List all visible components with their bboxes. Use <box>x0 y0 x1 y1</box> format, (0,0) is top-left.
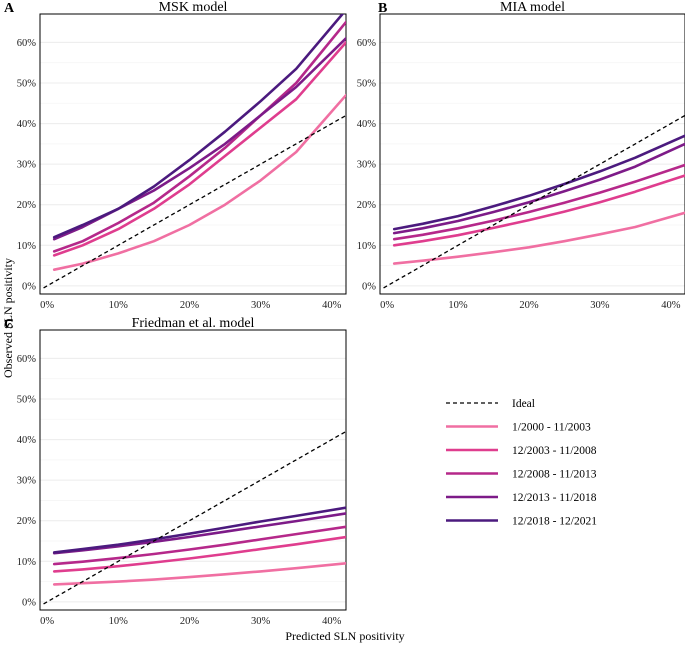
x-tick-label: 10% <box>109 300 129 311</box>
y-tick-label: 10% <box>357 241 377 252</box>
ideal-line <box>383 114 685 289</box>
y-tick-label: 40% <box>17 119 37 130</box>
series-line-4 <box>52 36 346 241</box>
panel-title: MIA model <box>500 0 565 15</box>
legend: Ideal 1/2000 - 11/2003 12/2003 - 11/2008 12… <box>446 398 597 528</box>
series-line-5 <box>52 506 346 554</box>
y-tick-label: 60% <box>357 38 377 49</box>
x-tick-label: 30% <box>251 300 271 311</box>
x-tick-label: 20% <box>519 300 539 311</box>
plot-frame <box>39 329 347 611</box>
y-tick-label: 30% <box>357 160 377 171</box>
x-tick-label: 20% <box>180 300 200 311</box>
y-tick-label: 60% <box>17 354 37 365</box>
panel-c: 0% 10% 20% 30% 40% 50% 60% 0% 10% 20% 30% 40% C Fried… <box>4 316 347 627</box>
plot-frame <box>39 13 347 295</box>
y-tick-label: 20% <box>17 516 37 527</box>
y-tick-label: 30% <box>17 160 37 171</box>
panel-a: 0% 10% 20% 30% 40% 50% 60% 0% 10% 20% 30% 40% A MSK m… <box>4 0 347 311</box>
series-line-5 <box>52 14 345 239</box>
series-line-3 <box>392 163 685 241</box>
plot-frame <box>379 13 685 295</box>
x-tick-label: 40% <box>322 616 342 627</box>
panel-title: MSK model <box>159 0 228 15</box>
series-line-2 <box>392 174 685 247</box>
legend-label: 12/2008 - 11/2013 <box>512 469 597 481</box>
series-line-1 <box>52 561 346 586</box>
y-tick-label: 20% <box>17 200 37 211</box>
y-axis-title: Observed SLN positivity <box>1 258 15 378</box>
y-tick-label: 20% <box>357 200 377 211</box>
y-tick-label: 40% <box>17 435 37 446</box>
series-line-4 <box>52 512 346 555</box>
x-tick-label: 40% <box>322 300 342 311</box>
y-tick-label: 60% <box>17 38 37 49</box>
legend-label: 12/2013 - 11/2018 <box>512 492 597 504</box>
series-line-2 <box>52 41 346 257</box>
series-line-5 <box>392 134 685 231</box>
panel-letter: C <box>4 317 14 332</box>
y-tick-label: 0% <box>22 281 36 292</box>
legend-label: 1/2000 - 11/2003 <box>512 422 591 434</box>
x-tick-label: 10% <box>109 616 129 627</box>
panel-letter: A <box>4 1 15 16</box>
y-tick-label: 30% <box>17 476 37 487</box>
y-tick-label: 0% <box>22 597 36 608</box>
ideal-line <box>43 114 346 289</box>
x-tick-label: 10% <box>448 300 468 311</box>
y-tick-label: 50% <box>17 78 37 89</box>
x-tick-label: 0% <box>40 616 54 627</box>
x-tick-label: 20% <box>180 616 200 627</box>
y-tick-label: 10% <box>17 557 37 568</box>
y-tick-label: 0% <box>362 281 376 292</box>
series-line-4 <box>392 142 685 235</box>
panel-b: 0% 10% 20% 30% 40% 50% 60% 0% 10% 20% 30% 40% B MIA m… <box>357 0 685 311</box>
y-tick-label: 50% <box>357 78 377 89</box>
series-line-3 <box>52 20 346 253</box>
series-line-2 <box>52 535 346 573</box>
legend-label: Ideal <box>512 398 535 410</box>
x-axis-title: Predicted SLN positivity <box>285 629 404 643</box>
series-line-3 <box>52 525 346 566</box>
x-tick-label: 40% <box>661 300 681 311</box>
y-tick-label: 10% <box>17 241 37 252</box>
y-tick-label: 50% <box>17 394 37 405</box>
series-line-1 <box>52 93 346 272</box>
y-tick-label: 40% <box>357 119 377 130</box>
x-tick-label: 0% <box>380 300 394 311</box>
legend-label: 12/2018 - 12/2021 <box>512 516 597 528</box>
ideal-line <box>43 430 346 605</box>
x-tick-label: 30% <box>251 616 271 627</box>
panel-title: Friedman et al. model <box>132 316 255 331</box>
x-tick-label: 0% <box>40 300 54 311</box>
x-tick-label: 30% <box>590 300 610 311</box>
panel-letter: B <box>378 1 387 16</box>
legend-label: 12/2003 - 11/2008 <box>512 445 597 457</box>
